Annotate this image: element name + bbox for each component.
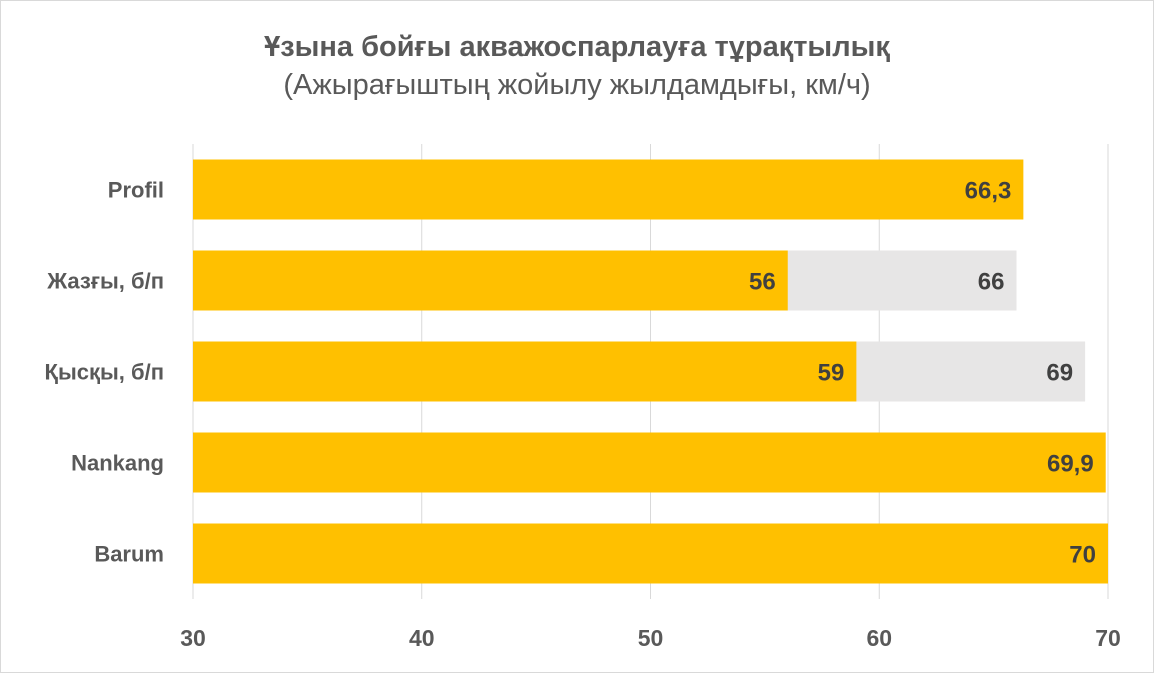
bar-series0-4 <box>193 523 1108 584</box>
category-label-3: Nankang <box>71 451 164 476</box>
data-label-series0-2: 59 <box>818 360 845 387</box>
chart-subtitle: (Ажырағыштың жойылу жылдамдығы, км/ч) <box>283 69 871 101</box>
category-label-1: Жазғы, б/п <box>46 269 164 294</box>
x-tick-label-3: 60 <box>866 625 892 651</box>
chart-title: Ұзына бойғы акважоспарлауға тұрақтылық <box>264 31 890 63</box>
category-label-4: Barum <box>94 542 164 567</box>
x-tick-label-1: 40 <box>409 625 435 651</box>
category-label-2: Қысқы, б/п <box>45 360 164 385</box>
chart-title-block: Ұзына бойғы акважоспарлауға тұрақтылық (… <box>1 29 1153 105</box>
x-tick-label-0: 30 <box>180 625 206 651</box>
category-label-0: Profil <box>108 178 164 203</box>
bar-series0-2 <box>193 341 857 402</box>
x-tick-label-2: 50 <box>638 625 664 651</box>
bar-series0-0 <box>193 159 1024 220</box>
data-label-series1-2: 69 <box>1046 360 1073 387</box>
bar-series0-1 <box>193 250 788 311</box>
bar-series0-3 <box>193 432 1106 493</box>
data-label-series0-3: 69,9 <box>1047 451 1094 478</box>
data-label-series1-1: 66 <box>978 269 1005 296</box>
data-label-series0-4: 70 <box>1069 542 1096 569</box>
x-tick-label-4: 70 <box>1095 625 1121 651</box>
data-label-series0-1: 56 <box>749 269 776 296</box>
data-label-series0-0: 66,3 <box>965 178 1012 205</box>
